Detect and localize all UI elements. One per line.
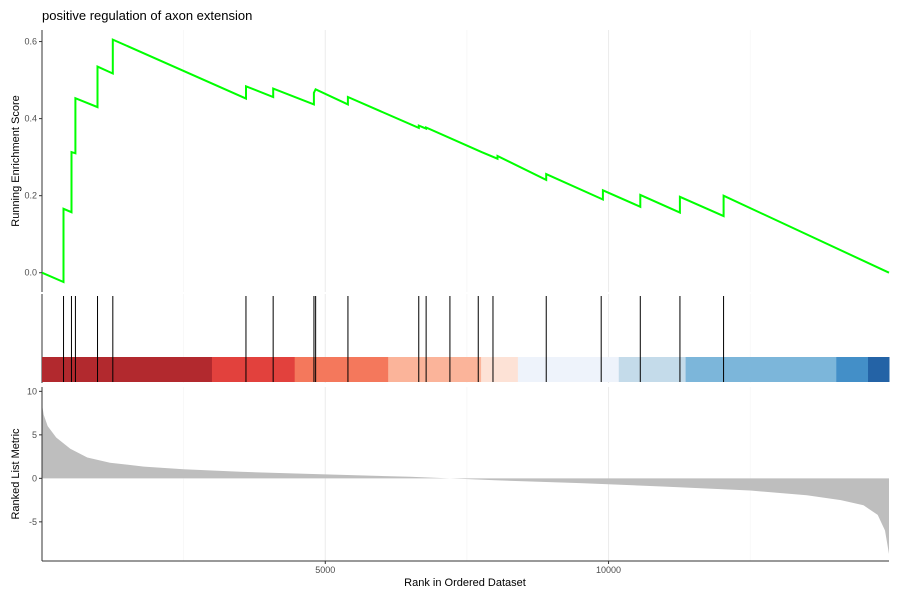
gene-hit-ticks bbox=[63, 296, 725, 382]
rank-color-band bbox=[388, 357, 482, 382]
rank-color-band bbox=[685, 357, 837, 382]
y-tick-label: 0.4 bbox=[24, 114, 37, 124]
y-tick-label: 0.2 bbox=[24, 191, 37, 201]
x-tick-label: 5000 bbox=[315, 565, 335, 575]
ranked-metric-area bbox=[42, 404, 889, 554]
enrichment-y-axis-title: Running Enrichment Score bbox=[10, 95, 22, 226]
y-tick-label: -5 bbox=[29, 517, 37, 527]
rank-color-bar bbox=[42, 357, 890, 382]
y-tick-label: 5 bbox=[32, 430, 37, 440]
x-tick-label: 10000 bbox=[596, 565, 621, 575]
y-tick-label: 0.6 bbox=[24, 37, 37, 47]
rank-color-band bbox=[294, 357, 389, 382]
x-axis-title: Rank in Ordered Dataset bbox=[404, 577, 526, 589]
y-tick-label: 10 bbox=[27, 386, 37, 396]
rank-color-band bbox=[868, 357, 890, 382]
ranked-y-axis-title: Ranked List Metric bbox=[10, 428, 22, 520]
enrichment-grid bbox=[183, 30, 751, 292]
rank-color-band bbox=[517, 357, 620, 382]
rank-color-band bbox=[836, 357, 869, 382]
chart-title: positive regulation of axon extension bbox=[42, 8, 253, 23]
y-tick-label: 0 bbox=[32, 473, 37, 483]
rank-color-band bbox=[618, 357, 687, 382]
rank-color-band bbox=[211, 357, 296, 382]
y-tick-label: 0.0 bbox=[24, 268, 37, 278]
ranked-metric-panel: 10 5 0 -5 5000 10000 Ranked List Metric Rank… bbox=[10, 386, 889, 589]
enrichment-y-ticks: 0.0 0.2 0.4 0.6 bbox=[24, 37, 42, 278]
enrichment-score-line bbox=[41, 38, 890, 284]
enrichment-score-panel: 0.0 0.2 0.4 0.6 Running Enrichment Score bbox=[10, 30, 890, 292]
rank-color-band bbox=[481, 357, 519, 382]
hits-panel bbox=[41, 294, 890, 383]
ranked-y-ticks: 10 5 0 -5 bbox=[27, 386, 42, 527]
x-ticks: 5000 10000 bbox=[315, 561, 621, 575]
rank-color-band bbox=[42, 357, 213, 382]
